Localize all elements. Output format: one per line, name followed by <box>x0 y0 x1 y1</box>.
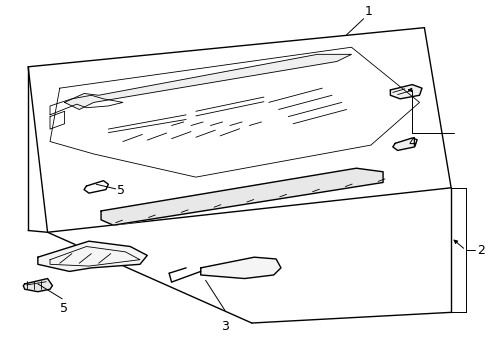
Text: 1: 1 <box>364 5 372 18</box>
Text: 5: 5 <box>60 302 67 315</box>
Polygon shape <box>101 168 382 225</box>
Polygon shape <box>38 241 147 271</box>
Polygon shape <box>201 257 281 279</box>
Polygon shape <box>389 85 421 99</box>
Text: 4: 4 <box>407 136 415 149</box>
Text: 3: 3 <box>221 320 228 333</box>
Polygon shape <box>392 138 416 150</box>
Polygon shape <box>23 279 52 292</box>
Text: 2: 2 <box>476 244 484 257</box>
Polygon shape <box>64 54 351 109</box>
Text: 5: 5 <box>117 184 125 197</box>
